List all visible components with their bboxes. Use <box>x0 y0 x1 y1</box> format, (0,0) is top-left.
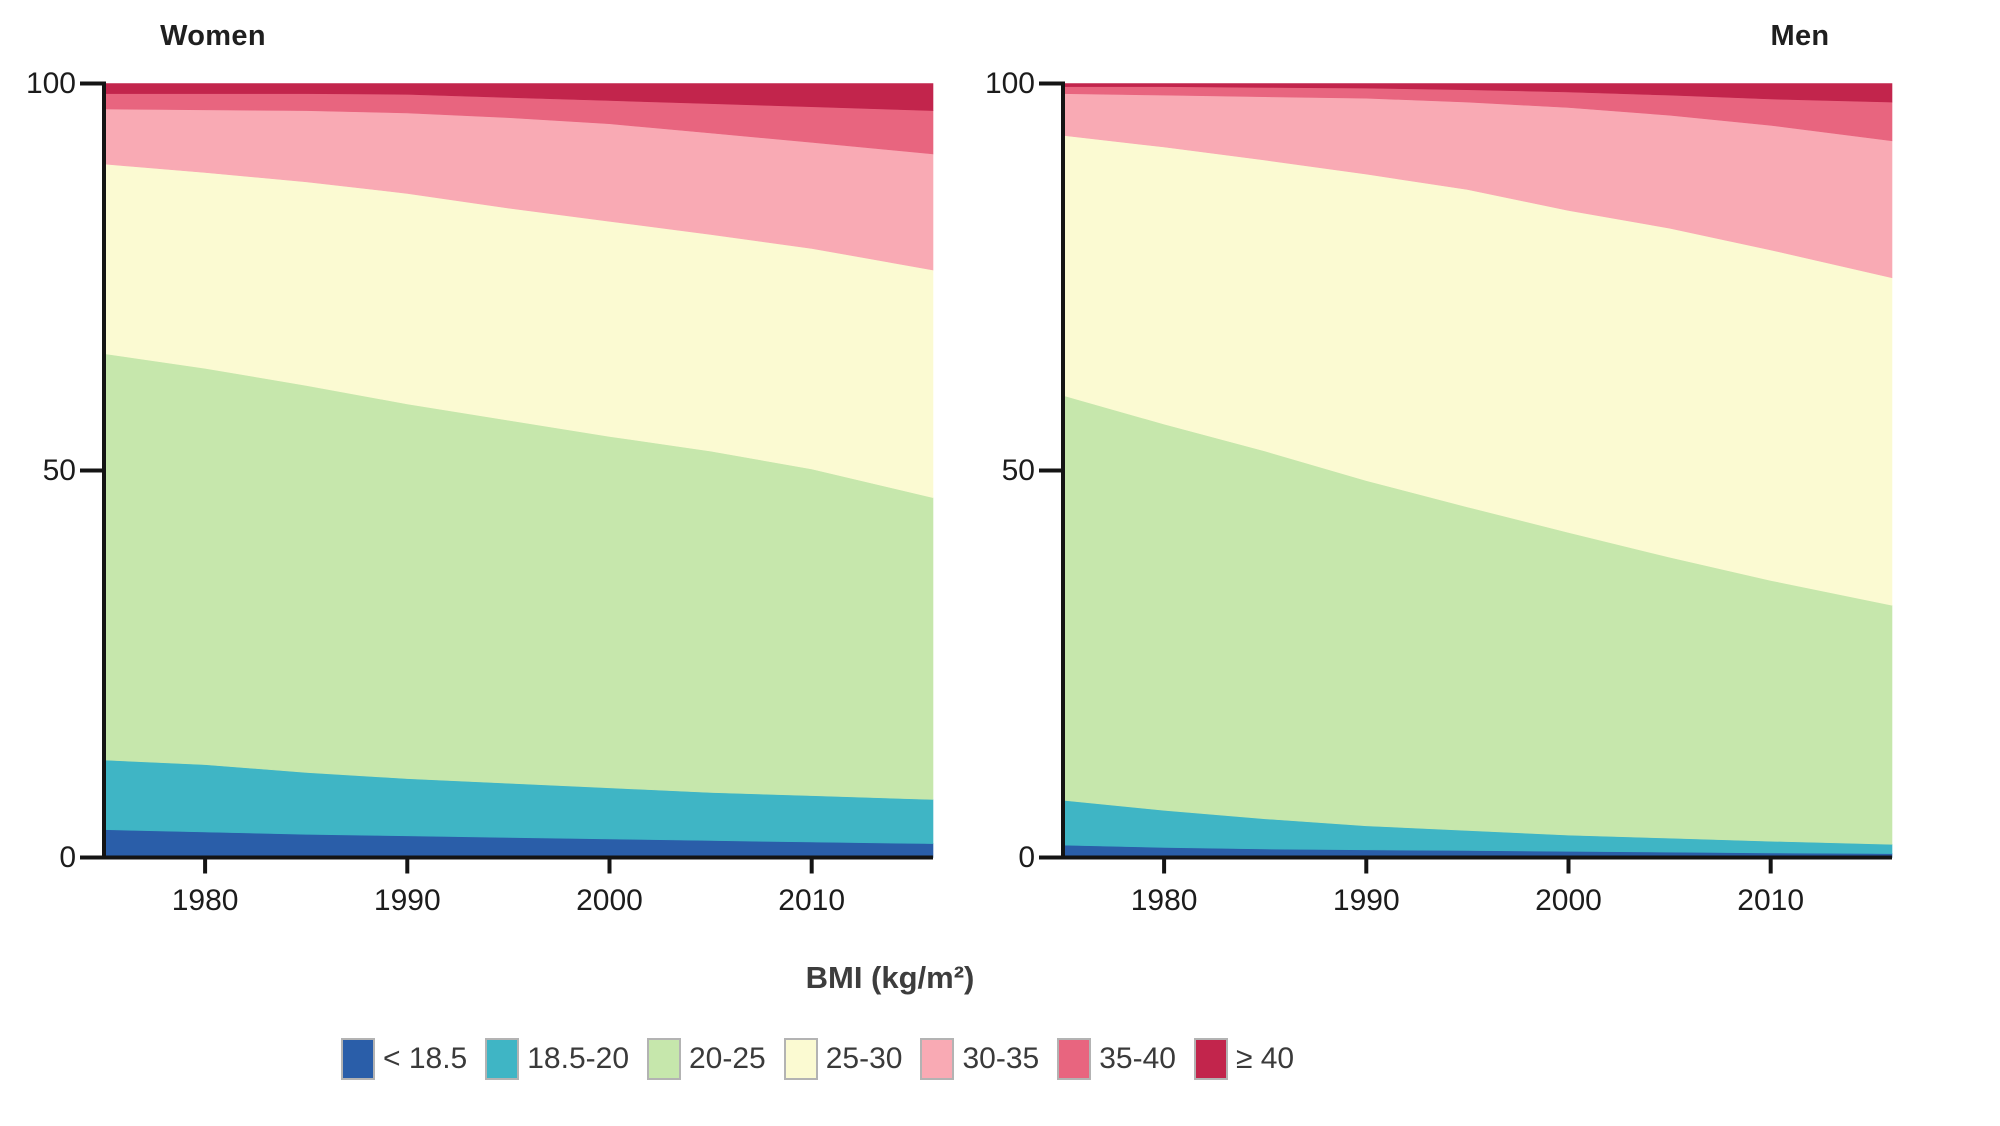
legend: < 18.5 18.5-20 20-25 25-30 30-35 35-40 ≥ 40 <box>341 1036 1501 1082</box>
x-tick-label: 1990 <box>373 884 441 917</box>
y-tick-label: 100 <box>984 66 1035 100</box>
x-tick-label: 1980 <box>1130 884 1198 917</box>
x-tick-label: 2000 <box>1535 884 1602 917</box>
legend-item: ≥ 40 <box>1193 1038 1295 1080</box>
stacked-area-charts <box>80 81 1893 874</box>
legend-swatch <box>783 1038 818 1080</box>
legend-item: 25-30 <box>783 1038 903 1080</box>
legend-item: 20-25 <box>647 1038 766 1080</box>
legend-swatch <box>341 1038 375 1080</box>
legend-label: 18.5-20 <box>527 1042 629 1075</box>
chart-title-women: Women <box>160 20 266 52</box>
legend-label: ≥ 40 <box>1235 1042 1295 1075</box>
chart-title-men: Men <box>1770 20 1830 52</box>
legend-title: BMI (kg/m²) <box>805 960 975 995</box>
x-tick-label: 1990 <box>1332 884 1400 917</box>
x-tick-label: 2010 <box>778 884 846 917</box>
legend-swatch <box>485 1038 520 1080</box>
area-band-women <box>103 83 934 111</box>
legend-label: 30-35 <box>962 1042 1040 1075</box>
legend-item: 30-35 <box>920 1038 1039 1080</box>
y-tick-label: 0 <box>59 840 76 874</box>
legend-label: 25-30 <box>825 1042 903 1075</box>
legend-swatch <box>1193 1038 1228 1080</box>
area-band-men <box>1062 83 1893 103</box>
legend-swatch <box>920 1038 955 1080</box>
legend-swatch <box>647 1038 681 1080</box>
legend-item: 35-40 <box>1057 1038 1176 1080</box>
y-tick-label: 0 <box>1018 840 1035 874</box>
x-tick-label: 2010 <box>1737 884 1805 917</box>
x-tick-label: 1980 <box>171 884 239 917</box>
legend-swatch <box>1057 1038 1092 1080</box>
y-tick-label: 50 <box>42 453 76 487</box>
legend-label: 35-40 <box>1099 1042 1176 1075</box>
legend-label: < 18.5 <box>383 1042 468 1075</box>
legend-item: 18.5-20 <box>485 1038 629 1080</box>
y-tick-label: 100 <box>25 66 76 100</box>
y-tick-label: 50 <box>1001 453 1035 487</box>
legend-item: < 18.5 <box>341 1038 467 1080</box>
legend-label: 20-25 <box>689 1042 766 1075</box>
x-tick-label: 2000 <box>576 884 643 917</box>
